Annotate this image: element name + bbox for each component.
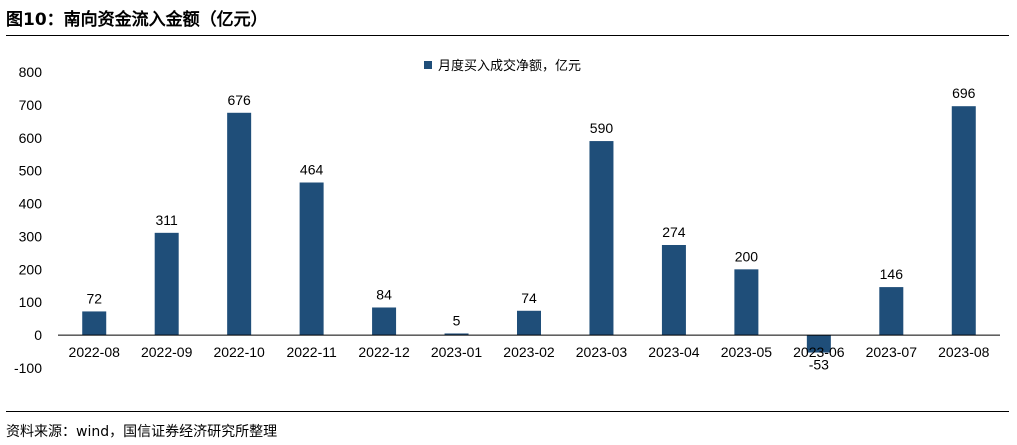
data-labels: 72 311 676 464 84 5 74 590 274 200 -53 146 696 — [86, 85, 975, 372]
x-tick-label: 2022-12 — [358, 344, 410, 360]
y-tick-label: 100 — [19, 294, 43, 310]
x-tick-label: 2023-02 — [503, 344, 555, 360]
bar-2023-01 — [444, 333, 469, 336]
data-label: 5 — [453, 312, 461, 328]
bar-2022-12 — [372, 307, 397, 336]
x-tick-label: 2022-09 — [141, 344, 193, 360]
bar-2023-03 — [589, 141, 614, 336]
y-tick-label: 300 — [19, 228, 43, 244]
x-tick-label: 2022-11 — [286, 344, 337, 360]
legend-swatch — [424, 61, 432, 69]
bar-2022-08 — [82, 311, 107, 336]
y-tick-label: 400 — [19, 196, 43, 212]
x-tick-label: 2023-05 — [721, 344, 773, 360]
data-label: 696 — [952, 85, 976, 101]
data-label: -53 — [809, 357, 829, 373]
bar-2022-10 — [227, 112, 252, 336]
data-label: 676 — [227, 92, 251, 108]
x-tick-label: 2023-07 — [866, 344, 918, 360]
legend: 月度买入成交净额，亿元 — [424, 58, 581, 73]
y-tick-label: 700 — [19, 97, 43, 113]
x-tick-label: 2023-04 — [648, 344, 700, 360]
bar-2022-09 — [154, 232, 179, 336]
x-tick-label: 2023-06 — [793, 344, 845, 360]
bar-2023-02 — [517, 310, 541, 336]
y-tick-label: 800 — [19, 64, 43, 80]
bar-series — [82, 106, 976, 353]
data-label: 200 — [735, 248, 759, 264]
y-tick-label: 500 — [19, 163, 43, 179]
source-note: 资料来源：wind，国信证券经济研究所整理 — [6, 424, 278, 440]
x-tick-label: 2022-10 — [213, 344, 265, 360]
bar-2023-05 — [734, 269, 759, 336]
x-axis-labels: 2022-08 2022-09 2022-10 2022-11 2022-12 2023-… — [69, 344, 990, 360]
data-label: 84 — [376, 286, 392, 302]
data-label: 311 — [156, 212, 179, 228]
data-label: 72 — [86, 290, 102, 306]
data-label: 74 — [521, 290, 537, 306]
y-tick-label: 0 — [34, 327, 42, 343]
bar-2023-07 — [879, 287, 904, 336]
y-axis-ticks: -100 0 100 200 300 400 500 600 700 800 — [14, 64, 42, 376]
data-label: 590 — [590, 120, 614, 136]
x-tick-label: 2023-03 — [576, 344, 628, 360]
y-tick-label: 600 — [19, 130, 43, 146]
bar-2022-11 — [299, 182, 324, 336]
bar-2023-08 — [951, 106, 976, 336]
bar-2023-06 — [806, 335, 831, 353]
data-label: 464 — [300, 162, 324, 178]
y-tick-label: 200 — [19, 261, 43, 277]
x-tick-label: 2023-01 — [431, 344, 483, 360]
figure-title: 图10：南向资金流入金额（亿元） — [6, 10, 268, 30]
bar-2023-04 — [661, 244, 686, 336]
top-rule — [6, 35, 1009, 36]
x-tick-label: 2022-08 — [69, 344, 121, 360]
data-label: 146 — [880, 266, 904, 282]
bottom-rule — [6, 411, 1009, 412]
data-label: 274 — [662, 224, 686, 240]
y-tick-label: -100 — [14, 360, 42, 376]
x-tick-label: 2023-08 — [938, 344, 990, 360]
legend-label: 月度买入成交净额，亿元 — [438, 58, 581, 73]
